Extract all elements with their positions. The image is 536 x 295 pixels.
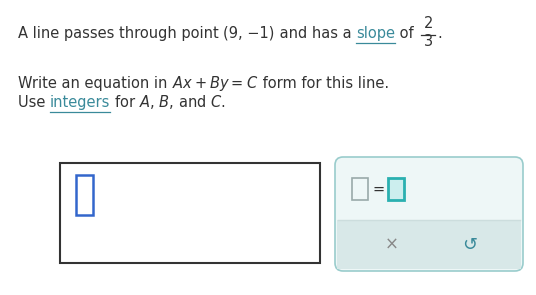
Text: 2: 2 [423,16,433,31]
Bar [76,175,93,215]
Text: form for this line.: form for this line. [258,76,389,91]
Text: of: of [395,26,418,41]
Text: (9, −1): (9, −1) [224,26,275,41]
Text: slope: slope [356,26,395,41]
Bar [352,178,368,200]
Text: .: . [437,26,442,41]
Text: $\mathit{Ax}+\mathit{By}=\mathit{C}$: $\mathit{Ax}+\mathit{By}=\mathit{C}$ [172,74,258,93]
Text: Write an equation in: Write an equation in [18,76,172,91]
Text: for $\mathit{A}$, $\mathit{B}$, and $\mathit{C}$.: for $\mathit{A}$, $\mathit{B}$, and $\ma… [110,93,226,111]
FancyBboxPatch shape [335,157,523,271]
Text: Use: Use [18,95,50,110]
Text: =: = [373,181,385,196]
Text: ×: × [385,236,399,254]
Bar [60,163,320,263]
Text: A line passes through point: A line passes through point [18,26,224,41]
Text: integers: integers [50,95,110,110]
Text: 3: 3 [423,34,433,49]
Text: and has a: and has a [275,26,356,41]
Bar [337,219,521,269]
Bar [388,178,404,200]
Text: ↺: ↺ [463,236,478,254]
